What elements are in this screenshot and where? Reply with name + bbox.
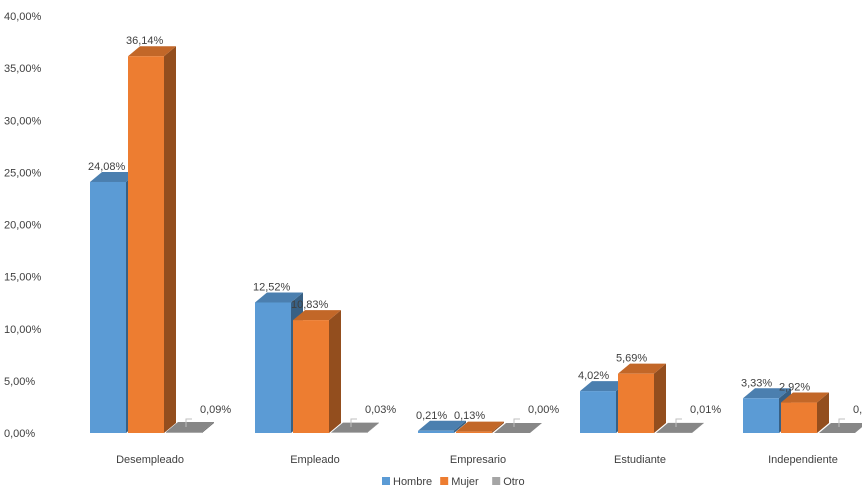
legend-swatch bbox=[440, 477, 449, 485]
y-tick-label: 20,00% bbox=[4, 220, 42, 232]
data-label: 0,00% bbox=[528, 404, 559, 416]
category-label: Empresario bbox=[450, 454, 506, 466]
y-axis: 0,00% 5,00% 10,00% 15,00% 20,00% 25,00% 30,00%… bbox=[4, 11, 42, 440]
data-label: 0,09% bbox=[200, 404, 231, 416]
y-tick-label: 35,00% bbox=[4, 63, 42, 75]
y-tick-label: 5,00% bbox=[4, 376, 35, 388]
legend-label: Hombre bbox=[393, 476, 432, 488]
data-label: 24,08% bbox=[88, 161, 126, 173]
legend-item: Otro bbox=[492, 476, 525, 488]
legend-label: Otro bbox=[503, 476, 524, 488]
label-leader-line bbox=[513, 418, 520, 427]
bars bbox=[90, 46, 862, 433]
y-tick-label: 40,00% bbox=[4, 11, 42, 23]
legend: Hombre Mujer Otro bbox=[382, 476, 525, 488]
y-tick-label: 0,00% bbox=[4, 428, 35, 440]
data-label: 10,83% bbox=[291, 299, 329, 311]
bar-mujer bbox=[293, 310, 341, 433]
legend-label: Mujer bbox=[451, 476, 479, 488]
bar-mujer bbox=[456, 421, 504, 433]
legend-item: Mujer bbox=[440, 476, 479, 488]
y-tick-label: 30,00% bbox=[4, 115, 42, 127]
label-leader-line bbox=[185, 418, 192, 427]
data-label: 5,69% bbox=[616, 353, 647, 365]
data-label: 12,52% bbox=[253, 281, 291, 293]
category-label: Desempleado bbox=[116, 454, 184, 466]
category-label: Empleado bbox=[290, 454, 340, 466]
label-leader-line bbox=[350, 418, 357, 427]
bar-mujer bbox=[781, 392, 829, 433]
y-tick-label: 25,00% bbox=[4, 167, 42, 179]
label-leader-line bbox=[675, 418, 682, 427]
y-tick-label: 15,00% bbox=[4, 272, 42, 284]
bar-otro bbox=[494, 423, 542, 433]
data-label: 0,13% bbox=[454, 410, 485, 422]
legend-item: Hombre bbox=[382, 476, 432, 488]
legend-swatch bbox=[492, 477, 501, 485]
category-label: Estudiante bbox=[614, 454, 666, 466]
data-label: 0,03% bbox=[365, 404, 396, 416]
bar-otro bbox=[819, 423, 862, 433]
data-label: 0,00% bbox=[853, 404, 862, 416]
data-label: 0,21% bbox=[416, 410, 447, 422]
bar-mujer bbox=[618, 363, 666, 433]
data-label: 4,02% bbox=[578, 370, 609, 382]
bar-otro bbox=[656, 422, 704, 433]
data-label: 36,14% bbox=[126, 35, 164, 47]
y-tick-label: 10,00% bbox=[4, 324, 42, 336]
data-label: 0,01% bbox=[690, 404, 721, 416]
bar-otro bbox=[166, 422, 214, 433]
bar-mujer bbox=[128, 46, 176, 433]
data-label: 3,33% bbox=[741, 377, 772, 389]
legend-swatch bbox=[382, 477, 390, 485]
label-leader-line bbox=[838, 418, 845, 427]
bar-hombre bbox=[418, 420, 466, 433]
category-label: Independiente bbox=[768, 454, 838, 466]
x-axis: Desempleado Empleado Empresario Estudiante I… bbox=[116, 454, 838, 466]
data-labels: 24,08% 36,14% 0,09% 12,52%10,83% 0,03% 0,21% 0… bbox=[88, 35, 862, 427]
bar-otro bbox=[331, 422, 379, 433]
data-label: 2,92% bbox=[779, 382, 810, 394]
